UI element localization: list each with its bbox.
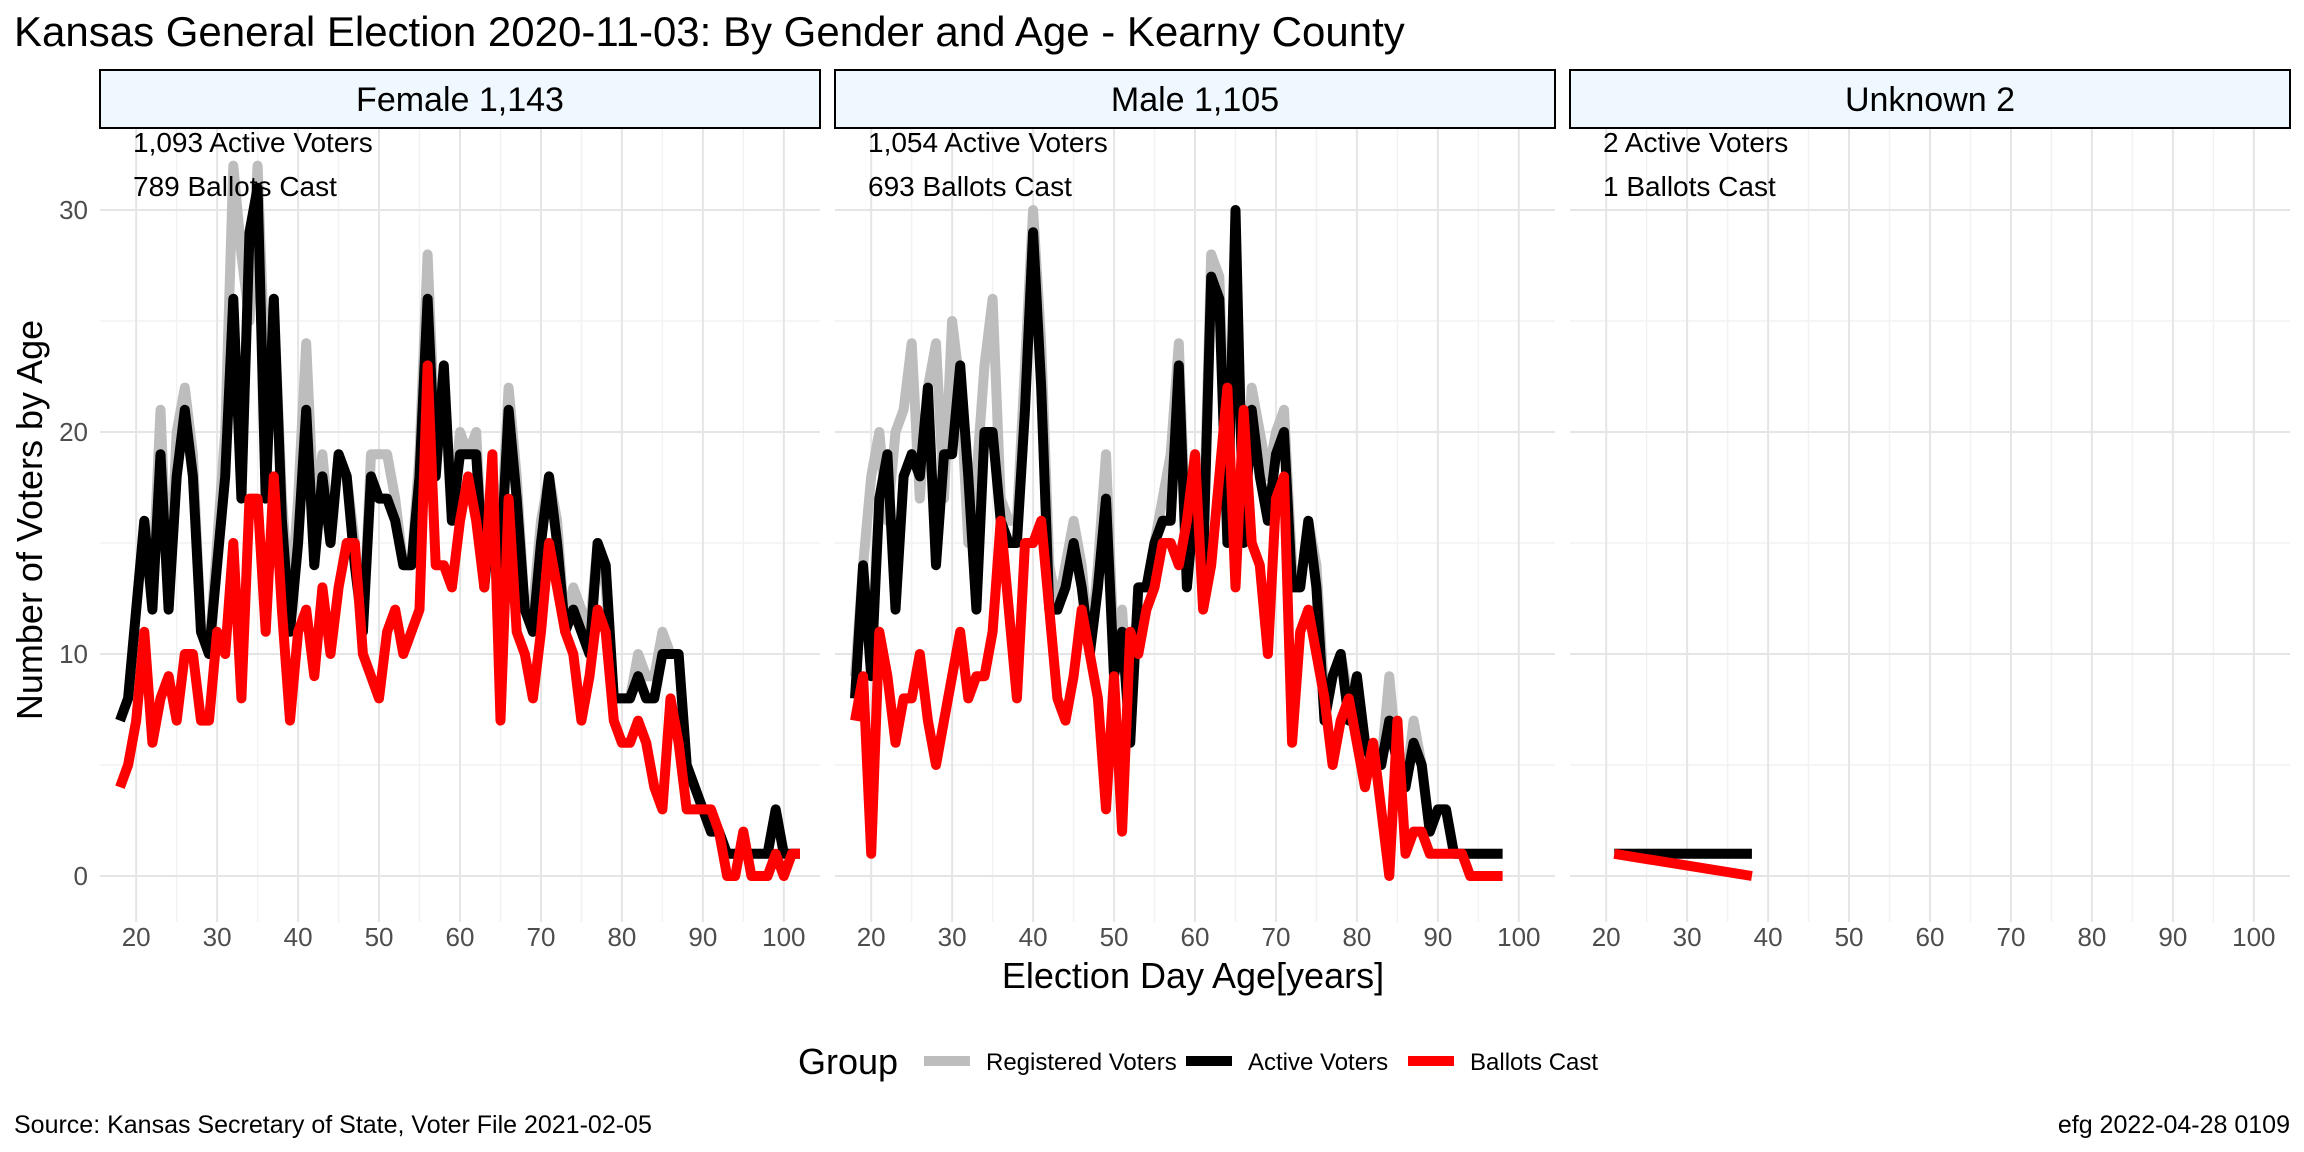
series-line-ballots-cast: [115, 360, 800, 881]
x-tick-label: 90: [688, 922, 717, 952]
x-tick-label: 30: [938, 922, 967, 952]
legend-label-registered-voters: Registered Voters: [986, 1049, 1177, 1076]
x-tick-label: 100: [1497, 922, 1540, 952]
x-tick-label: 60: [446, 922, 475, 952]
x-tick-label: 80: [1342, 922, 1371, 952]
x-tick-label: 90: [2158, 922, 2187, 952]
annotation-active-voters: 2 Active Voters: [1603, 127, 1788, 158]
legend-label-ballots-cast: Ballots Cast: [1470, 1049, 1598, 1076]
chart-title: Kansas General Election 2020-11-03: By G…: [14, 8, 1405, 55]
legend: Group Registered Voters Active Voters Ball…: [798, 1041, 1598, 1082]
annotation-active-voters: 1,054 Active Voters: [868, 127, 1108, 158]
x-tick-label: 90: [1423, 922, 1452, 952]
legend-title: Group: [798, 1041, 898, 1082]
x-tick-label: 100: [762, 922, 805, 952]
panel-unknown: Unknown 2 2 Active Voters 1 Ballots Cast 20…: [1569, 69, 2291, 952]
annotation-active-voters: 1,093 Active Voters: [133, 127, 373, 158]
x-tick-label: 70: [1996, 922, 2025, 952]
x-tick-label: 100: [2232, 922, 2275, 952]
series-line-ballots-cast: [850, 382, 1503, 881]
x-tick-label: 50: [1835, 922, 1864, 952]
x-tick-label: 80: [607, 922, 636, 952]
x-tick-label: 80: [2077, 922, 2106, 952]
series-line-active-voters: [115, 182, 800, 859]
y-tick-label: 10: [59, 639, 88, 669]
facet-strip-label: Unknown 2: [1845, 81, 2015, 119]
x-tick-label: 20: [1592, 922, 1621, 952]
x-tick-label: 40: [1019, 922, 1048, 952]
x-tick-label: 40: [1754, 922, 1783, 952]
x-tick-label: 30: [203, 922, 232, 952]
facet-strip: [1569, 69, 2291, 129]
facet-strip: [99, 69, 821, 129]
annotation-ballots-cast: 693 Ballots Cast: [868, 171, 1072, 202]
y-axis-label: Number of Voters by Age: [9, 320, 50, 720]
annotation-ballots-cast: 1 Ballots Cast: [1603, 171, 1776, 202]
legend-label-active-voters: Active Voters: [1248, 1049, 1388, 1076]
source-caption: Source: Kansas Secretary of State, Voter…: [14, 1111, 652, 1139]
x-tick-label: 20: [857, 922, 886, 952]
x-tick-label: 70: [1261, 922, 1290, 952]
y-tick-label: 20: [59, 417, 88, 447]
panel-female: Female 1,143 1,093 Active Voters 789 Ballo…: [59, 69, 821, 952]
facet-strip: [834, 69, 1556, 129]
facet-strip-label: Female 1,143: [356, 81, 564, 119]
facet-strip-label: Male 1,105: [1111, 81, 1279, 119]
x-tick-label: 50: [365, 922, 394, 952]
x-tick-label: 60: [1916, 922, 1945, 952]
date-stamp: efg 2022-04-28 0109: [2058, 1111, 2290, 1139]
series-line-ballots-cast: [1613, 848, 1753, 881]
x-tick-label: 70: [526, 922, 555, 952]
facet-panels: Female 1,143 1,093 Active Voters 789 Ballo…: [59, 69, 2291, 952]
x-axis-label: Election Day Age[years]: [1002, 955, 1384, 996]
x-tick-label: 30: [1673, 922, 1702, 952]
y-tick-label: 30: [59, 195, 88, 225]
x-tick-label: 50: [1100, 922, 1129, 952]
annotation-ballots-cast: 789 Ballots Cast: [133, 171, 337, 202]
x-tick-label: 40: [284, 922, 313, 952]
y-tick-label: 0: [74, 861, 88, 891]
x-tick-label: 20: [122, 922, 151, 952]
x-tick-label: 60: [1181, 922, 1210, 952]
